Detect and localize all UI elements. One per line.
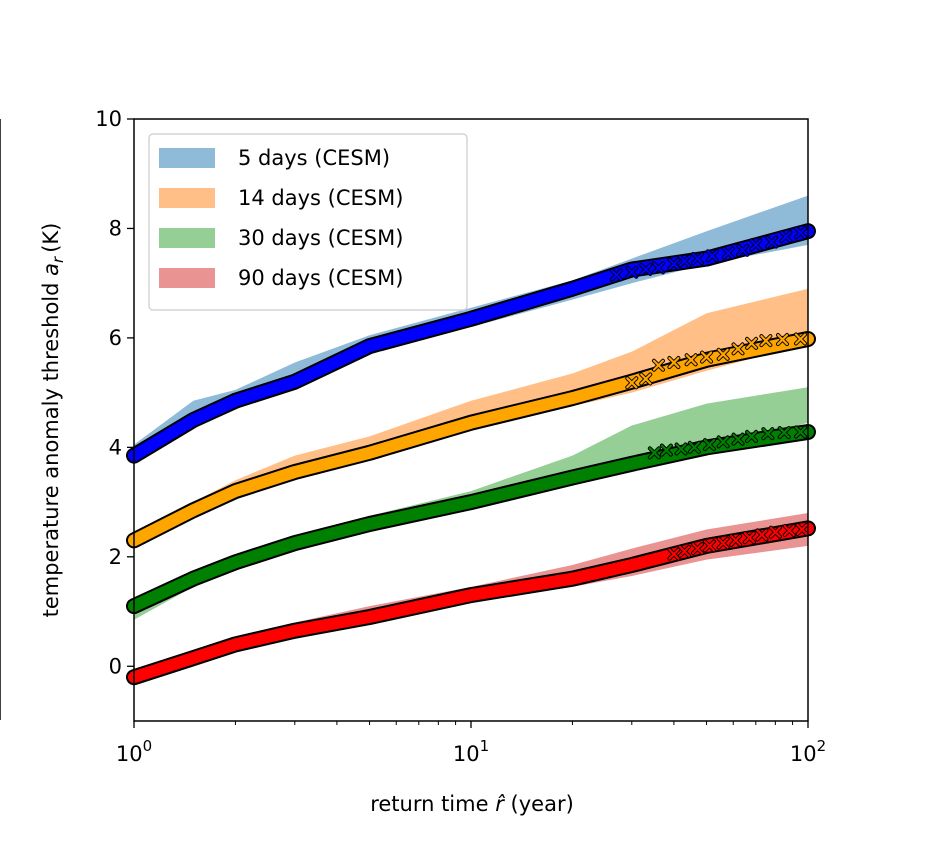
cross-marker-90-days-cesm: [716, 536, 730, 550]
cross-marker-14-days-cesm: [651, 358, 665, 372]
cross-marker-90-days-cesm: [702, 539, 716, 553]
cross-marker-90-days-cesm: [768, 525, 782, 539]
cross-marker-14-days-cesm: [759, 334, 773, 348]
x-tick-label: 101: [453, 737, 489, 766]
legend-swatch-90-days-cesm: [159, 268, 215, 288]
legend-label-14-days-cesm: 14 days (CESM): [238, 186, 403, 210]
legend: 5 days (CESM) 14 days (CESM) 30 days (CESM…: [148, 133, 468, 311]
cross-marker-14-days-cesm: [625, 376, 639, 390]
line-14-days-cesm: [128, 333, 814, 547]
cross-marker-5-days-cesm: [639, 263, 653, 276]
cross-marker-90-days-cesm: [729, 533, 743, 547]
cross-marker-5-days-cesm: [765, 235, 779, 249]
cross-layer: [609, 226, 809, 561]
cross-marker-14-days-cesm: [731, 342, 745, 356]
cross-marker-5-days-cesm: [651, 261, 665, 275]
y-axis-label: temperature anomaly threshold ar(K): [39, 223, 67, 618]
x-tick-label: 102: [790, 737, 826, 766]
cross-marker-30-days-cesm: [761, 427, 775, 441]
cross-marker-30-days-cesm: [702, 438, 716, 452]
cross-marker-5-days-cesm: [793, 226, 807, 240]
x-tick-label: 100: [116, 737, 152, 766]
cross-marker-14-days-cesm: [667, 356, 681, 370]
cross-marker-5-days-cesm: [749, 238, 763, 252]
cross-marker-90-days-cesm: [690, 542, 704, 556]
line-5-days-cesm: [128, 225, 814, 462]
cross-marker-5-days-cesm: [721, 246, 735, 260]
cross-marker-30-days-cesm: [745, 429, 759, 443]
y-tick-label: 2: [109, 545, 122, 569]
cross-marker-5-days-cesm: [677, 254, 691, 268]
cross-marker-30-days-cesm: [793, 425, 807, 439]
legend-label-30-days-cesm: 30 days (CESM): [238, 226, 403, 250]
cross-marker-5-days-cesm: [667, 257, 681, 271]
cross-marker-90-days-cesm: [677, 544, 691, 558]
cross-marker-90-days-cesm: [667, 547, 681, 561]
cross-marker-5-days-cesm: [736, 243, 750, 257]
cross-marker-14-days-cesm: [639, 372, 653, 386]
cross-marker-30-days-cesm: [659, 443, 673, 457]
cross-marker-5-days-cesm: [625, 265, 639, 279]
cross-marker-30-days-cesm: [674, 442, 688, 456]
cross-marker-30-days-cesm: [777, 426, 791, 440]
cross-marker-5-days-cesm: [690, 252, 704, 266]
legend-box: [148, 133, 468, 311]
cross-marker-14-days-cesm: [745, 336, 759, 350]
y-tick-label: 10: [95, 107, 122, 131]
cross-marker-30-days-cesm: [647, 446, 661, 460]
cross-marker-30-days-cesm: [716, 435, 730, 449]
cross-marker-14-days-cesm: [775, 333, 789, 347]
legend-swatch-30-days-cesm: [159, 228, 215, 248]
cross-marker-90-days-cesm: [795, 522, 809, 536]
y-tick-label: 6: [109, 326, 122, 350]
cross-marker-90-days-cesm: [782, 524, 796, 538]
cross-marker-5-days-cesm: [705, 249, 719, 263]
y-axis: 0 2 4 6 8 10: [95, 107, 134, 678]
cross-marker-14-days-cesm: [793, 332, 807, 346]
y-tick-label: 8: [109, 216, 122, 240]
legend-swatch-5-days-cesm: [159, 148, 215, 168]
legend-swatch-14-days-cesm: [159, 188, 215, 208]
cross-marker-30-days-cesm: [687, 440, 701, 454]
cross-marker-90-days-cesm: [755, 528, 769, 542]
cross-marker-14-days-cesm: [716, 347, 730, 361]
x-axis: 100 101 102: [116, 721, 826, 766]
cross-marker-90-days-cesm: [742, 531, 756, 545]
legend-label-5-days-cesm: 5 days (CESM): [238, 146, 390, 170]
x-axis-label: return time r̂ (year): [370, 792, 574, 816]
cross-marker-5-days-cesm: [609, 268, 623, 282]
y-tick-label: 0: [109, 654, 122, 678]
cross-marker-5-days-cesm: [779, 230, 793, 244]
legend-items: 5 days (CESM) 14 days (CESM) 30 days (CESM…: [159, 146, 403, 290]
y-tick-label: 4: [109, 435, 122, 459]
cross-marker-30-days-cesm: [731, 432, 745, 446]
line-90-days-cesm: [128, 522, 814, 684]
legend-label-90-days-cesm: 90 days (CESM): [238, 266, 403, 290]
cross-marker-14-days-cesm: [684, 353, 698, 367]
cross-marker-14-days-cesm: [700, 350, 714, 364]
